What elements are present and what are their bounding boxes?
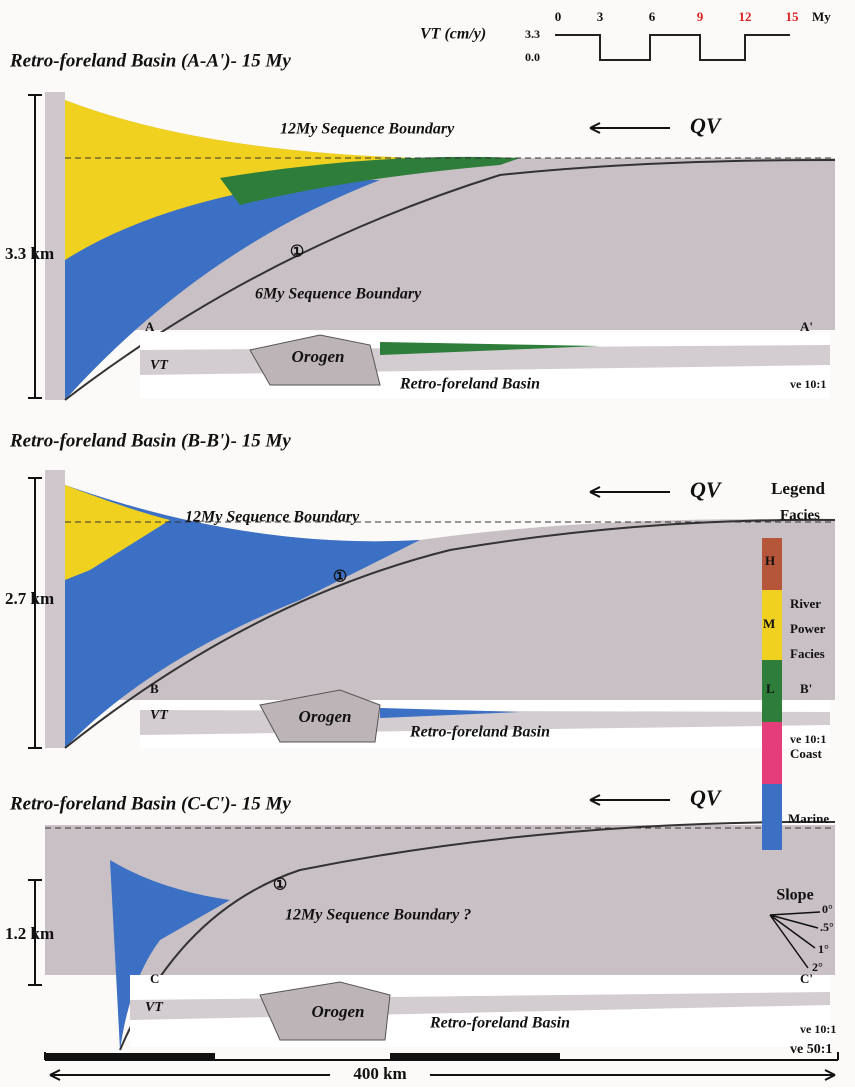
velocity-low: 0.0 (525, 50, 540, 64)
legend-h: H (765, 553, 775, 568)
slope-label: 2° (812, 960, 823, 974)
panel-title: Retro-foreland Basin (C-C')- 15 My (9, 793, 291, 814)
legend-coast-label: Coast (790, 746, 822, 761)
time-tick: 9 (697, 9, 704, 24)
time-unit: My (812, 9, 831, 24)
section-end: B' (800, 681, 812, 696)
section-end: A' (800, 319, 813, 334)
sequence-boundary: 12My Sequence Boundary (185, 509, 360, 526)
orogen-label: Orogen (312, 1002, 365, 1021)
orogen-edge (45, 470, 65, 748)
slope-title: Slope (776, 887, 813, 904)
slope-label: 1° (818, 942, 829, 956)
qv-label: QV (690, 113, 723, 138)
legend-marine (762, 784, 782, 850)
slope-label: 0° (822, 902, 833, 916)
time-tick: 12 (739, 9, 752, 24)
inset-ve: ve 10:1 (800, 1022, 836, 1036)
orogen-label: Orogen (292, 347, 345, 366)
orogen-label: Orogen (299, 707, 352, 726)
scale-label: 3.3 km (5, 244, 54, 263)
inset-basin: Retro-foreland Basin (409, 724, 550, 741)
legend-river: River (790, 596, 821, 611)
inset-ve: ve 10:1 (790, 732, 826, 746)
legend-marine-label: Marine (788, 811, 829, 826)
section-start: A (145, 319, 155, 334)
scale-label: 2.7 km (5, 589, 54, 608)
legend-coast (762, 722, 782, 784)
time-tick: 15 (786, 9, 800, 24)
panel-title: Retro-foreland Basin (B-B')- 15 My (9, 430, 291, 451)
velocity-high: 3.3 (525, 27, 540, 41)
slope-label: .5° (820, 920, 834, 934)
legend-l: L (766, 681, 775, 696)
time-tick: 6 (649, 9, 656, 24)
figure: VT (cm/y) 3.3 0.0 0 3 6 9 12 15 My Retro-foreland … (0, 0, 855, 1087)
inset-basin: Retro-foreland Basin (399, 376, 540, 393)
inset-velocity: VT (150, 358, 169, 373)
legend-title: Legend (771, 479, 825, 498)
legend-m: M (763, 616, 775, 631)
section-start: B (150, 681, 159, 696)
sequence-boundary: 12My Sequence Boundary (280, 121, 455, 138)
legend-subtitle: Facies (780, 507, 820, 523)
time-tick: 3 (597, 9, 604, 24)
legend-river: Facies (790, 646, 825, 661)
velocity-label: VT (cm/y) (420, 26, 486, 43)
time-tick: 0 (555, 9, 562, 24)
inset-velocity: VT (145, 1000, 164, 1015)
marker: ① (290, 244, 304, 261)
marker: ① (333, 569, 347, 586)
marker: ① (273, 877, 287, 894)
inset-ve: ve 10:1 (790, 377, 826, 391)
footer-ve: ve 50:1 (790, 1042, 832, 1057)
scale-label: 1.2 km (5, 924, 54, 943)
section-start: C (150, 971, 159, 986)
sequence-boundary: 12My Sequence Boundary ? (285, 907, 471, 924)
inset-velocity: VT (150, 708, 169, 723)
legend-river: Power (790, 621, 826, 636)
panel-title: Retro-foreland Basin (A-A')- 15 My (9, 50, 291, 71)
sequence-boundary: 6My Sequence Boundary (255, 286, 422, 303)
qv-label: QV (690, 477, 723, 502)
distance-label: 400 km (353, 1064, 406, 1083)
sections (28, 92, 838, 1080)
inset-basin: Retro-foreland Basin (429, 1015, 570, 1032)
qv-label: QV (690, 785, 723, 810)
